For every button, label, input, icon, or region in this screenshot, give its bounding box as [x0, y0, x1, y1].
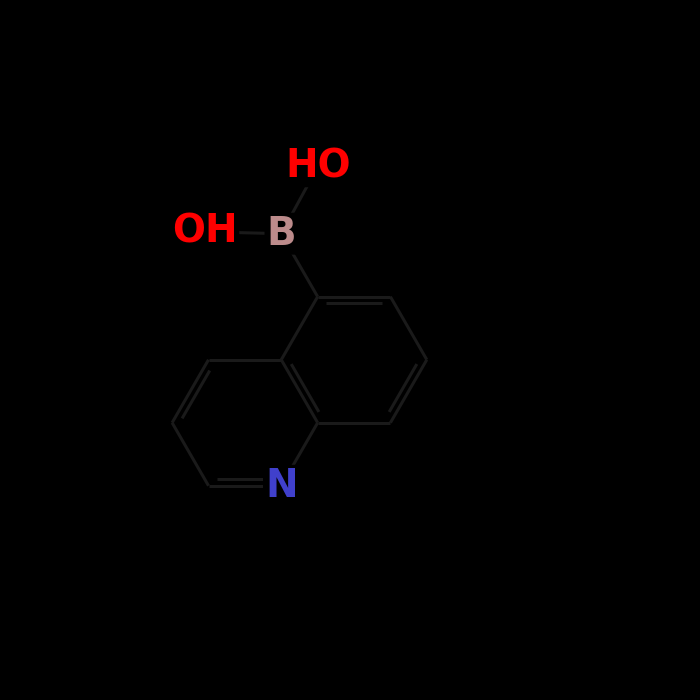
Text: HO: HO — [285, 147, 351, 186]
Text: OH: OH — [172, 213, 237, 251]
Text: N: N — [265, 467, 298, 505]
Text: B: B — [267, 215, 296, 253]
